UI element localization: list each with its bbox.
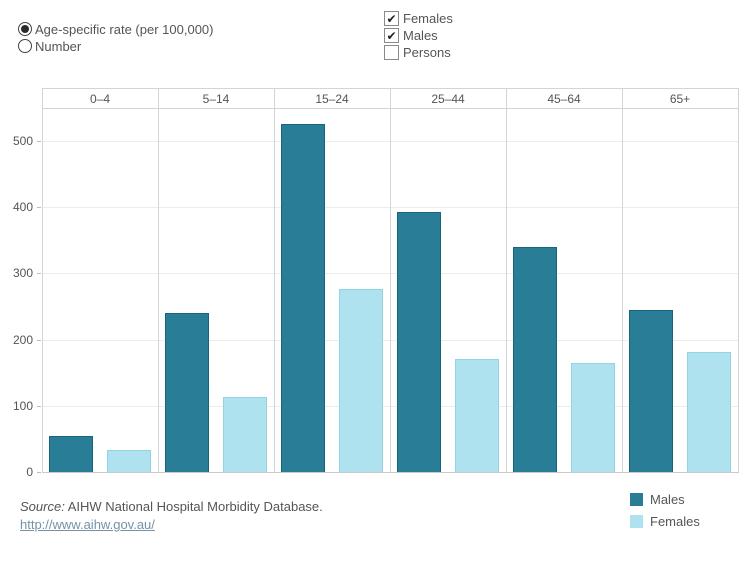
column-header-0-4: 0–4	[89, 92, 111, 106]
y-axis-tick-label: 100	[12, 399, 33, 413]
y-axis-tick-label: 200	[12, 333, 33, 347]
measure-radio-age-specific-rate-per-100-000[interactable]: Age-specific rate (per 100,000)	[18, 21, 213, 37]
bar-females-0-4[interactable]	[107, 450, 151, 472]
y-tick-mark	[37, 141, 41, 142]
panel-separator	[274, 88, 275, 472]
checkbox-unchecked-icon	[384, 45, 399, 60]
panel-separator	[738, 88, 739, 472]
legend-label: Females	[650, 513, 700, 529]
y-axis-tick-label: 0	[26, 465, 33, 479]
checkbox-label: Persons	[403, 45, 451, 60]
bar-males-65[interactable]	[629, 310, 673, 472]
column-header-65: 65+	[669, 92, 691, 106]
legend-label: Males	[650, 491, 685, 507]
source-link[interactable]: http://www.aihw.gov.au/	[20, 517, 155, 532]
legend-swatch-males	[630, 492, 643, 506]
bar-females-15-24[interactable]	[339, 289, 383, 472]
x-axis-line	[42, 472, 739, 473]
sex-checkbox-group: ✔ Females ✔ Males Persons	[384, 10, 453, 61]
checkbox-persons[interactable]: Persons	[384, 44, 453, 61]
bar-females-25-44[interactable]	[455, 359, 499, 472]
radio-label: Age-specific rate (per 100,000)	[35, 21, 214, 37]
source-label: Source:	[20, 499, 65, 514]
radio-icon	[18, 22, 32, 36]
y-tick-mark	[37, 406, 41, 407]
y-tick-mark	[37, 273, 41, 274]
bar-females-65[interactable]	[687, 352, 731, 472]
y-tick-mark	[37, 207, 41, 208]
legend-item-females[interactable]: Females	[630, 510, 700, 532]
bar-males-45-64[interactable]	[513, 247, 557, 472]
y-axis-line	[42, 88, 43, 472]
bar-males-15-24[interactable]	[281, 124, 325, 472]
checkbox-males[interactable]: ✔ Males	[384, 27, 453, 44]
y-axis-tick-label: 400	[12, 200, 33, 214]
checkbox-checked-icon: ✔	[384, 28, 399, 43]
bar-males-25-44[interactable]	[397, 212, 441, 472]
column-header-15-24: 15–24	[315, 92, 349, 106]
panel-separator	[506, 88, 507, 472]
y-tick-mark	[37, 472, 41, 473]
radio-label: Number	[35, 38, 82, 54]
source-note: Source: AIHW National Hospital Morbidity…	[20, 499, 323, 532]
column-header-45-64: 45–64	[547, 92, 581, 106]
bar-males-0-4[interactable]	[49, 436, 93, 472]
legend-swatch-females	[630, 514, 643, 528]
checkbox-label: Females	[403, 11, 453, 26]
y-tick-mark	[37, 340, 41, 341]
panel-separator	[158, 88, 159, 472]
chart-legend: Males Females	[630, 488, 700, 532]
column-header-5-14: 5–14	[202, 92, 230, 106]
measure-radio-number[interactable]: Number	[18, 38, 213, 54]
radio-selected-dot	[21, 25, 29, 33]
checkbox-label: Males	[403, 28, 438, 43]
source-text: AIHW National Hospital Morbidity Databas…	[67, 499, 323, 514]
column-header-25-44: 25–44	[431, 92, 465, 106]
measure-radio-group: Age-specific rate (per 100,000) Number	[18, 21, 213, 55]
y-axis-tick-label: 300	[12, 266, 33, 280]
source-line: Source: AIHW National Hospital Morbidity…	[20, 499, 323, 514]
bar-males-5-14[interactable]	[165, 313, 209, 472]
bar-females-5-14[interactable]	[223, 397, 267, 472]
panel-separator	[390, 88, 391, 472]
radio-icon	[18, 39, 32, 53]
checkbox-checked-icon: ✔	[384, 11, 399, 26]
panel-separator	[622, 88, 623, 472]
bar-females-45-64[interactable]	[571, 363, 615, 472]
y-axis-tick-label: 500	[12, 134, 33, 148]
checkbox-females[interactable]: ✔ Females	[384, 10, 453, 27]
legend-item-males[interactable]: Males	[630, 488, 700, 510]
